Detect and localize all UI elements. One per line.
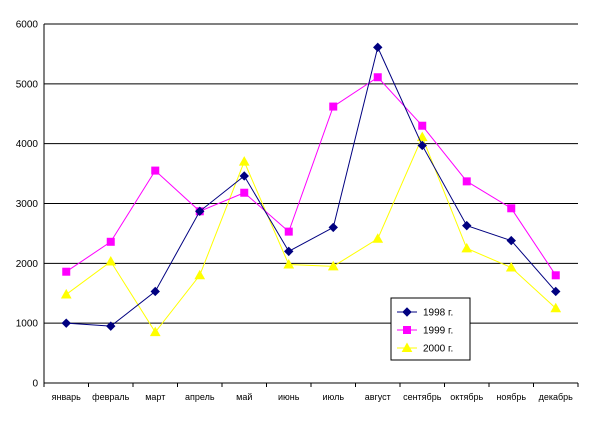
x-tick-label: январь bbox=[52, 392, 82, 402]
x-tick-label: август bbox=[365, 392, 391, 402]
data-point bbox=[403, 326, 411, 334]
y-tick-label: 4000 bbox=[16, 139, 39, 150]
series-1 bbox=[61, 42, 561, 331]
y-tick-label: 1000 bbox=[16, 319, 39, 330]
data-point bbox=[329, 102, 338, 111]
data-point bbox=[150, 286, 160, 297]
x-tick-label: октябрь bbox=[450, 392, 483, 402]
data-point bbox=[373, 73, 382, 82]
data-point bbox=[372, 233, 384, 243]
y-axis-ticks: 0 1000 2000 3000 4000 5000 6000 bbox=[16, 20, 39, 390]
data-point bbox=[551, 271, 560, 280]
data-point bbox=[507, 204, 516, 213]
legend-label: 1999 г. bbox=[423, 326, 453, 337]
data-point bbox=[61, 318, 71, 328]
data-point bbox=[402, 307, 412, 317]
data-point bbox=[194, 269, 206, 280]
legend-label: 1998 г. bbox=[423, 308, 453, 319]
data-point bbox=[373, 42, 383, 53]
x-tick-label: ноябрь bbox=[496, 392, 526, 402]
data-point bbox=[327, 260, 339, 271]
y-tick-label: 5000 bbox=[16, 79, 39, 90]
data-point bbox=[461, 242, 473, 253]
data-point bbox=[60, 288, 72, 299]
data-point bbox=[240, 188, 249, 197]
legend-item: 2000 г. bbox=[397, 342, 453, 355]
x-tick-label: март bbox=[145, 392, 165, 402]
series-line bbox=[65, 135, 557, 334]
x-tick-label: июнь bbox=[278, 392, 300, 402]
data-point bbox=[62, 267, 71, 276]
data-point bbox=[105, 256, 117, 266]
x-axis-ticks: январь февраль март апрель май июнь июль август… bbox=[43, 383, 579, 402]
data-point bbox=[149, 326, 161, 337]
data-point bbox=[106, 237, 115, 246]
legend: 1998 г. 1999 г. 2000 г. bbox=[390, 297, 471, 361]
data-point bbox=[550, 302, 562, 313]
x-tick-label: сентябрь bbox=[403, 392, 442, 402]
series-2 bbox=[62, 73, 560, 280]
series-3 bbox=[60, 131, 562, 337]
series-group bbox=[60, 42, 562, 337]
data-point bbox=[284, 246, 294, 257]
data-point bbox=[462, 177, 471, 186]
data-point bbox=[151, 166, 160, 175]
y-tick-label: 3000 bbox=[16, 199, 39, 210]
y-tick-label: 2000 bbox=[16, 259, 39, 270]
gridlines bbox=[44, 23, 578, 324]
series-line bbox=[65, 76, 557, 276]
data-point bbox=[418, 121, 427, 130]
data-point bbox=[283, 259, 295, 269]
y-tick-label: 6000 bbox=[16, 20, 39, 31]
x-tick-label: май bbox=[236, 392, 252, 402]
data-point bbox=[284, 227, 293, 236]
data-point bbox=[416, 131, 428, 142]
x-tick-label: декабрь bbox=[539, 392, 574, 402]
data-point bbox=[417, 140, 427, 151]
x-tick-label: апрель bbox=[185, 392, 215, 402]
data-point bbox=[239, 171, 249, 181]
data-point bbox=[238, 156, 250, 166]
x-tick-label: июль bbox=[322, 392, 344, 402]
data-point bbox=[505, 262, 517, 272]
data-point bbox=[551, 286, 561, 297]
data-point bbox=[401, 342, 413, 352]
x-tick-label: февраль bbox=[92, 392, 129, 402]
y-tick-label: 0 bbox=[32, 379, 38, 390]
data-point bbox=[506, 235, 516, 246]
data-point bbox=[328, 222, 338, 233]
legend-item: 1998 г. bbox=[397, 307, 453, 319]
data-point bbox=[462, 220, 472, 231]
legend-label: 2000 г. bbox=[423, 344, 453, 355]
data-point bbox=[195, 206, 205, 216]
series-line bbox=[66, 45, 557, 327]
legend-item: 1999 г. bbox=[397, 326, 453, 337]
data-point bbox=[106, 321, 116, 331]
